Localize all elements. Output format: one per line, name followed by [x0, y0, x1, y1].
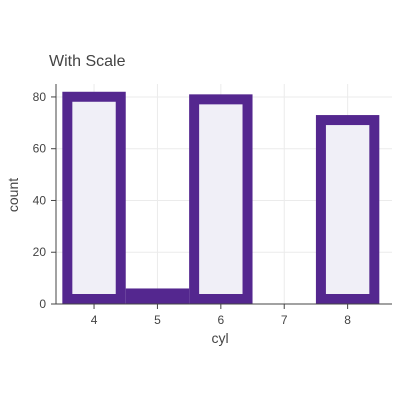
- y-tick-label: 20: [33, 245, 47, 259]
- x-tick-label: 8: [344, 313, 351, 327]
- chart-title: With Scale: [49, 53, 126, 70]
- x-tick-label: 4: [91, 313, 98, 327]
- y-tick-label: 60: [33, 142, 47, 156]
- y-tick-label: 0: [39, 297, 46, 311]
- bar-cyl-4[interactable]: [62, 91, 126, 304]
- x-tick-label: 6: [217, 313, 224, 327]
- bar-cyl-6[interactable]: [189, 94, 253, 305]
- bars: [62, 91, 380, 305]
- x-axis-label: cyl: [211, 330, 228, 346]
- x-tick-label: 7: [281, 313, 288, 327]
- y-tick-label: 40: [33, 193, 47, 207]
- x-tick-label: 5: [154, 313, 161, 327]
- y-axis-label: count: [5, 178, 21, 212]
- bar-cyl-5[interactable]: [125, 288, 190, 304]
- y-tick-label: 80: [33, 90, 47, 104]
- bar-cyl-8[interactable]: [315, 115, 380, 304]
- axes: 0 20 40 60 80 4 5 6 7 8: [33, 84, 392, 327]
